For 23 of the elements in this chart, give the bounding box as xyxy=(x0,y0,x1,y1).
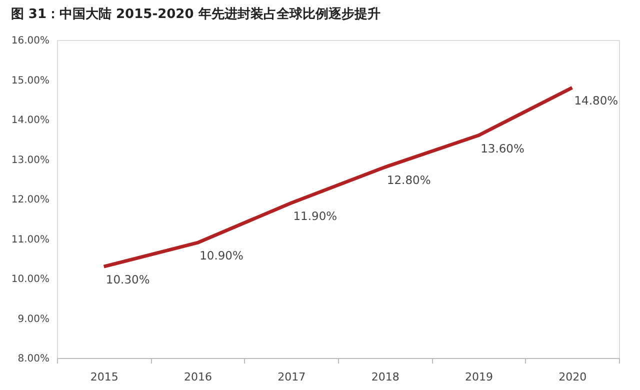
data-label: 11.90% xyxy=(293,208,338,223)
x-tick-label: 2020 xyxy=(558,370,587,384)
x-tick-label: 2017 xyxy=(278,370,306,384)
y-tick-label: 11.00% xyxy=(11,234,50,246)
x-tick-label: 2019 xyxy=(465,370,493,384)
y-tick-label: 14.00% xyxy=(11,115,50,126)
y-tick-label: 15.00% xyxy=(11,75,50,86)
data-label: 10.90% xyxy=(200,248,244,263)
data-label: 12.80% xyxy=(386,173,431,188)
y-tick-label: 16.00% xyxy=(11,36,50,46)
y-tick-label: 10.00% xyxy=(11,274,50,285)
data-label: 14.80% xyxy=(574,94,618,108)
y-tick-label: 8.00% xyxy=(18,354,50,364)
x-tick-label: 2015 xyxy=(90,370,118,384)
y-tick-label: 9.00% xyxy=(18,314,50,325)
data-label: 13.60% xyxy=(480,141,524,156)
x-tick-label: 2016 xyxy=(184,370,212,384)
y-tick-label: 13.00% xyxy=(11,154,50,166)
y-tick-label: 12.00% xyxy=(11,194,50,206)
data-label: 10.30% xyxy=(106,272,150,287)
chart-title: 图 31：中国大陆 2015-2020 年先进封装占全球比例逐步提升 xyxy=(10,6,380,22)
line-series xyxy=(102,86,574,268)
x-tick-label: 2018 xyxy=(371,370,400,384)
